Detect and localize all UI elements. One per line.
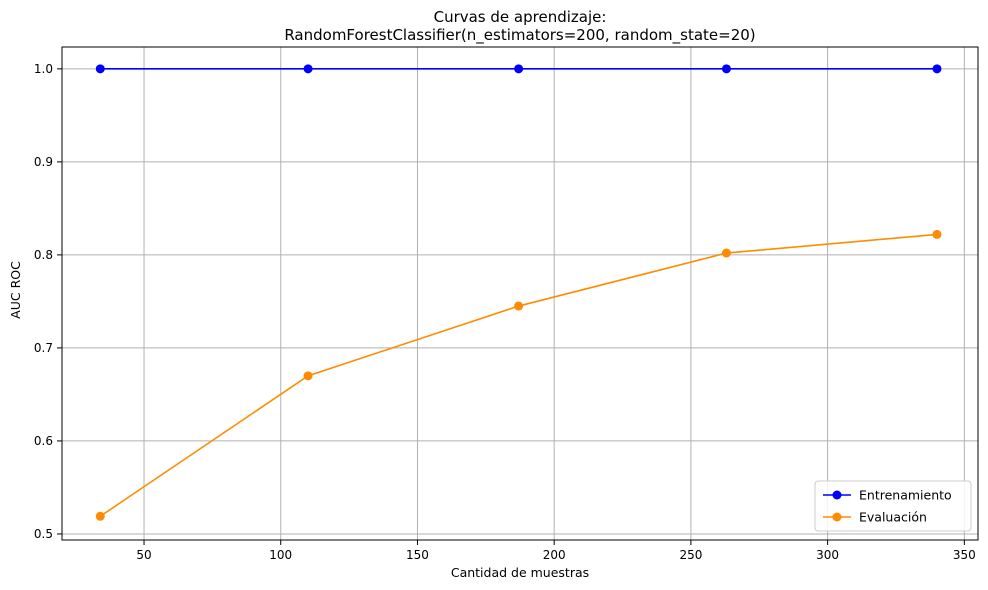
legend: Entrenamiento Evaluación [814, 480, 972, 532]
series-0-point [514, 64, 524, 74]
series-0-point [721, 64, 731, 74]
x-tick-label: 350 [953, 548, 976, 562]
y-tick-label: 0.7 [34, 341, 53, 355]
legend-label: Evaluación [859, 510, 927, 525]
series-line-1 [99, 233, 938, 517]
y-tick-label: 0.8 [34, 248, 53, 262]
series-1-point [932, 229, 942, 239]
series-0-point [303, 64, 313, 74]
y-tick-label: 0.6 [34, 434, 53, 448]
chart-title: Curvas de aprendizaje: [434, 8, 607, 26]
series-0-point [95, 64, 105, 74]
series-1-point [95, 511, 105, 521]
ticks: 50 100 150 200 250 300 350 0.5 0.6 0.7 0.8 0.9 1.0 [34, 62, 976, 562]
legend-swatch-marker [832, 490, 842, 500]
x-tick-label: 300 [816, 548, 839, 562]
x-axis-label: Cantidad de muestras [451, 565, 589, 580]
x-tick-label: 100 [269, 548, 292, 562]
legend-box [814, 480, 972, 532]
series-1-point [721, 248, 731, 258]
y-axis-label: AUC ROC [8, 261, 23, 319]
plot-frame [61, 46, 979, 541]
x-tick-label: 150 [406, 548, 429, 562]
x-tick-label: 200 [543, 548, 566, 562]
chart-subtitle: RandomForestClassifier(n_estimators=200,… [284, 26, 755, 45]
series-layer [95, 64, 942, 521]
series-0-point [932, 64, 942, 74]
y-tick-label: 1.0 [34, 62, 53, 76]
x-tick-label: 50 [136, 548, 151, 562]
legend-swatch-marker [832, 512, 842, 522]
series-1-point [514, 301, 524, 311]
series-1-point [303, 371, 313, 381]
y-tick-label: 0.9 [34, 155, 53, 169]
y-tick-label: 0.5 [34, 527, 53, 541]
grid [62, 47, 978, 540]
x-tick-label: 250 [679, 548, 702, 562]
legend-label: Entrenamiento [859, 488, 952, 503]
